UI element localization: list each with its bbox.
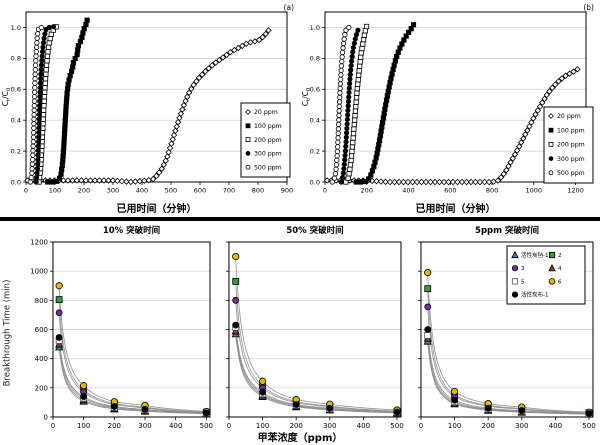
- svg-text:0: 0: [24, 187, 28, 195]
- svg-text:700: 700: [223, 187, 235, 195]
- svg-text:300: 300: [138, 422, 151, 430]
- svg-text:5ppm 突破时间: 5ppm 突破时间: [475, 225, 539, 236]
- svg-text:200 ppm: 200 ppm: [254, 137, 282, 144]
- svg-text:1000: 1000: [526, 187, 543, 195]
- svg-text:800: 800: [35, 297, 48, 305]
- svg-text:0.6: 0.6: [11, 86, 21, 94]
- svg-text:200: 200: [290, 422, 303, 430]
- svg-text:200: 200: [108, 422, 121, 430]
- svg-text:100 ppm: 100 ppm: [254, 123, 282, 130]
- svg-text:500 ppm: 500 ppm: [254, 164, 282, 171]
- svg-text:300 ppm: 300 ppm: [254, 151, 282, 158]
- svg-text:100 ppm: 100 ppm: [557, 127, 585, 134]
- svg-text:1000: 1000: [30, 268, 48, 276]
- svg-text:200: 200: [482, 422, 495, 430]
- svg-text:300: 300: [107, 187, 119, 195]
- svg-text:已用时间（分钟）: 已用时间（分钟）: [416, 202, 496, 215]
- svg-text:600: 600: [194, 187, 206, 195]
- svg-text:500: 500: [165, 187, 177, 195]
- svg-text:0.8: 0.8: [11, 55, 21, 63]
- svg-text:已用时间（分钟）: 已用时间（分钟）: [117, 202, 197, 215]
- svg-text:800: 800: [486, 187, 498, 195]
- svg-text:0.0: 0.0: [310, 178, 320, 186]
- svg-text:200: 200: [35, 384, 48, 392]
- svg-text:活性炭布-1: 活性炭布-1: [521, 291, 548, 299]
- svg-text:400: 400: [549, 422, 562, 430]
- svg-text:(b): (b): [583, 3, 594, 12]
- y-axis-title-text: Breakthrough Time (min): [2, 279, 13, 387]
- svg-text:0: 0: [323, 187, 327, 195]
- svg-text:0.2: 0.2: [310, 147, 320, 155]
- svg-text:3: 3: [521, 266, 525, 272]
- svg-text:800: 800: [252, 187, 264, 195]
- svg-text:活性炭毡-1: 活性炭毡-1: [521, 251, 548, 259]
- svg-text:600: 600: [444, 187, 456, 195]
- svg-text:500: 500: [390, 422, 403, 430]
- svg-text:Ct/C0: Ct/C0: [301, 87, 312, 106]
- svg-text:20 ppm: 20 ppm: [557, 113, 581, 120]
- svg-text:0.6: 0.6: [310, 86, 320, 94]
- svg-text:100: 100: [448, 422, 461, 430]
- svg-text:0: 0: [44, 414, 48, 422]
- svg-text:200: 200: [361, 187, 373, 195]
- chart-breakthrough-curve-a: 0 100 200 300 400 500 600 700 800 900 0.0 0.2 0.4 0.6…: [1, 3, 295, 215]
- svg-text:600: 600: [35, 326, 48, 334]
- svg-text:10% 突破时间: 10% 突破时间: [103, 225, 160, 236]
- svg-text:300: 300: [323, 422, 336, 430]
- svg-text:1.0: 1.0: [11, 24, 21, 32]
- chart-breakthrough-time-50pct: 0 100 200 300 400 500 50% 突破时间: [226, 225, 404, 430]
- chart-breakthrough-time-10pct: 0 100 200 300 400 500 0 200 400 600 800 1000 1200 10%…: [30, 225, 213, 430]
- svg-text:500: 500: [582, 422, 595, 430]
- svg-text:20 ppm: 20 ppm: [254, 109, 278, 116]
- svg-text:100: 100: [256, 422, 269, 430]
- svg-text:400: 400: [35, 355, 48, 363]
- svg-text:100: 100: [77, 422, 90, 430]
- svg-text:Ct/C0: Ct/C0: [1, 87, 12, 106]
- svg-text:0: 0: [227, 422, 231, 430]
- svg-text:200: 200: [78, 187, 90, 195]
- section-divider: [0, 217, 600, 221]
- svg-text:0.2: 0.2: [11, 147, 21, 155]
- svg-text:400: 400: [169, 422, 182, 430]
- svg-text:50% 突破时间: 50% 突破时间: [286, 225, 343, 236]
- svg-text:1.0: 1.0: [310, 24, 320, 32]
- svg-text:0.0: 0.0: [11, 178, 21, 186]
- svg-text:1200: 1200: [567, 187, 584, 195]
- chart-breakthrough-curve-b: 0 200 400 600 800 1000 1200 0.0 0.2 0.4 0.6 0.8 1.0 已…: [301, 3, 594, 215]
- y-axis-title-bottom: Breakthrough Time (min): [0, 221, 15, 445]
- svg-text:0: 0: [419, 422, 423, 430]
- svg-text:0.4: 0.4: [11, 117, 21, 125]
- svg-text:0.8: 0.8: [310, 55, 320, 63]
- svg-text:(a): (a): [284, 3, 295, 12]
- svg-text:500 ppm: 500 ppm: [557, 170, 585, 177]
- x-axis-title-bottom: 甲苯浓度（ppm）: [257, 433, 343, 444]
- svg-text:300 ppm: 300 ppm: [557, 156, 585, 163]
- svg-text:400: 400: [357, 422, 370, 430]
- svg-text:900: 900: [281, 187, 293, 195]
- svg-text:400: 400: [136, 187, 148, 195]
- svg-text:0.4: 0.4: [310, 117, 320, 125]
- breakthrough-time-row: Breakthrough Time (min) 0 100 200 300 400 500…: [0, 221, 600, 445]
- svg-text:500: 500: [200, 422, 213, 430]
- breakthrough-curves-row: 0 100 200 300 400 500 600 700 800 900 0.0 0.2 0.4 0.6…: [0, 0, 600, 217]
- svg-text:200 ppm: 200 ppm: [557, 142, 585, 149]
- svg-text:4: 4: [558, 266, 562, 272]
- svg-text:1200: 1200: [30, 239, 48, 247]
- svg-text:6: 6: [558, 279, 562, 285]
- svg-text:5: 5: [521, 279, 525, 285]
- svg-text:2: 2: [558, 253, 562, 259]
- svg-text:100: 100: [49, 187, 61, 195]
- svg-text:400: 400: [402, 187, 414, 195]
- svg-text:0: 0: [51, 422, 55, 430]
- svg-text:300: 300: [515, 422, 528, 430]
